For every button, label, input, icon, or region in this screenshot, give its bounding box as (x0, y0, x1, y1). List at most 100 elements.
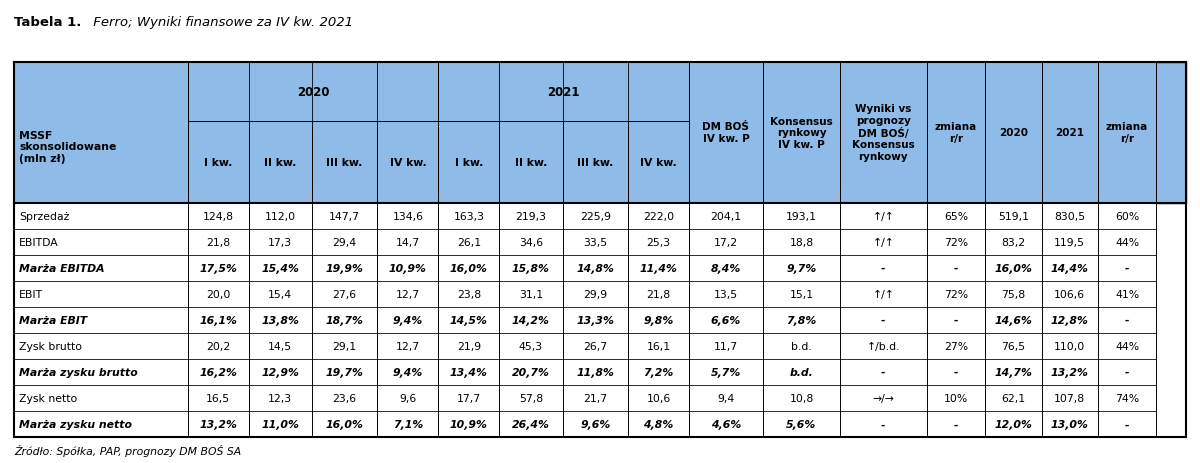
Text: 119,5: 119,5 (1054, 237, 1085, 247)
Text: IV kw.: IV kw. (640, 157, 677, 167)
Text: 21,9: 21,9 (457, 341, 481, 351)
Bar (840, 255, 926, 281)
Bar (628, 359, 689, 385)
Text: 13,2%: 13,2% (1051, 368, 1088, 377)
Text: 13,0%: 13,0% (1051, 419, 1088, 430)
Bar (689, 63, 763, 203)
Bar (438, 385, 499, 412)
Bar (763, 281, 840, 307)
Text: ↑/↑: ↑/↑ (872, 289, 894, 299)
Text: 5,6%: 5,6% (786, 419, 816, 430)
Text: 9,4: 9,4 (718, 394, 734, 403)
Bar (985, 229, 1042, 255)
Bar (689, 412, 763, 438)
Text: Konsensus
rynkowy
IV kw. P: Konsensus rynkowy IV kw. P (770, 116, 833, 150)
Text: 163,3: 163,3 (454, 211, 485, 221)
Bar (248, 122, 312, 203)
Bar (563, 229, 628, 255)
Text: -: - (881, 263, 886, 273)
Text: -: - (881, 315, 886, 325)
Bar (628, 203, 689, 229)
Bar (187, 281, 248, 307)
Text: 17,5%: 17,5% (199, 263, 238, 273)
Bar (499, 412, 563, 438)
Bar (378, 307, 438, 333)
Bar (563, 412, 628, 438)
Bar (628, 281, 689, 307)
Text: 110,0: 110,0 (1054, 341, 1085, 351)
Text: 106,6: 106,6 (1054, 289, 1085, 299)
Bar (14, 63, 1186, 203)
Text: 12,0%: 12,0% (995, 419, 1032, 430)
Bar (1098, 63, 1157, 203)
Text: 74%: 74% (1115, 394, 1139, 403)
Text: 6,6%: 6,6% (710, 315, 742, 325)
Bar (1098, 255, 1157, 281)
Text: 16,0%: 16,0% (325, 419, 364, 430)
Bar (378, 122, 438, 203)
Text: 107,8: 107,8 (1054, 394, 1085, 403)
Text: 7,1%: 7,1% (392, 419, 424, 430)
Text: 75,8: 75,8 (1001, 289, 1026, 299)
Text: →/→: →/→ (872, 394, 894, 403)
Text: 72%: 72% (944, 289, 968, 299)
Bar (763, 307, 840, 333)
Bar (499, 122, 563, 203)
Text: 19,7%: 19,7% (325, 368, 364, 377)
Text: Źródło: Spółka, PAP, prognozy DM BOŚ SA: Źródło: Spółka, PAP, prognozy DM BOŚ SA (14, 444, 241, 457)
Text: 17,2: 17,2 (714, 237, 738, 247)
Bar (187, 255, 248, 281)
Bar (14, 333, 187, 359)
Bar (926, 229, 985, 255)
Text: 9,4%: 9,4% (392, 368, 424, 377)
Text: IV kw.: IV kw. (390, 157, 426, 167)
Bar (840, 412, 926, 438)
Text: 12,3: 12,3 (268, 394, 293, 403)
Text: 14,5: 14,5 (268, 341, 293, 351)
Bar (563, 333, 628, 359)
Text: 9,7%: 9,7% (786, 263, 816, 273)
Bar (926, 203, 985, 229)
Bar (14, 385, 187, 412)
Text: 14,4%: 14,4% (1051, 263, 1088, 273)
Bar (628, 255, 689, 281)
Bar (187, 203, 248, 229)
Bar (499, 359, 563, 385)
Bar (628, 307, 689, 333)
Text: EBITDA: EBITDA (19, 237, 59, 247)
Bar (187, 385, 248, 412)
Text: 31,1: 31,1 (518, 289, 542, 299)
Text: 10,8: 10,8 (790, 394, 814, 403)
Bar (763, 203, 840, 229)
Bar (1042, 255, 1098, 281)
Text: II kw.: II kw. (264, 157, 296, 167)
Text: 4,6%: 4,6% (710, 419, 742, 430)
Bar (689, 281, 763, 307)
Text: 21,8: 21,8 (647, 289, 671, 299)
Text: 14,7: 14,7 (396, 237, 420, 247)
Text: 11,8%: 11,8% (576, 368, 614, 377)
Text: 20,7%: 20,7% (512, 368, 550, 377)
Text: 9,6%: 9,6% (580, 419, 611, 430)
Bar (926, 359, 985, 385)
Bar (840, 281, 926, 307)
Text: 16,0%: 16,0% (995, 263, 1032, 273)
Bar (1098, 359, 1157, 385)
Bar (14, 63, 187, 203)
Bar (312, 307, 378, 333)
Bar (926, 63, 985, 203)
Bar (14, 281, 187, 307)
Text: 23,6: 23,6 (332, 394, 356, 403)
Text: 193,1: 193,1 (786, 211, 817, 221)
Text: 9,4%: 9,4% (392, 315, 424, 325)
Bar (763, 359, 840, 385)
Text: 19,9%: 19,9% (325, 263, 364, 273)
Bar (840, 307, 926, 333)
Text: -: - (881, 368, 886, 377)
Text: 11,0%: 11,0% (262, 419, 299, 430)
Text: 16,5: 16,5 (206, 394, 230, 403)
Bar (187, 412, 248, 438)
Bar (840, 203, 926, 229)
Text: 18,7%: 18,7% (325, 315, 364, 325)
Bar (763, 255, 840, 281)
